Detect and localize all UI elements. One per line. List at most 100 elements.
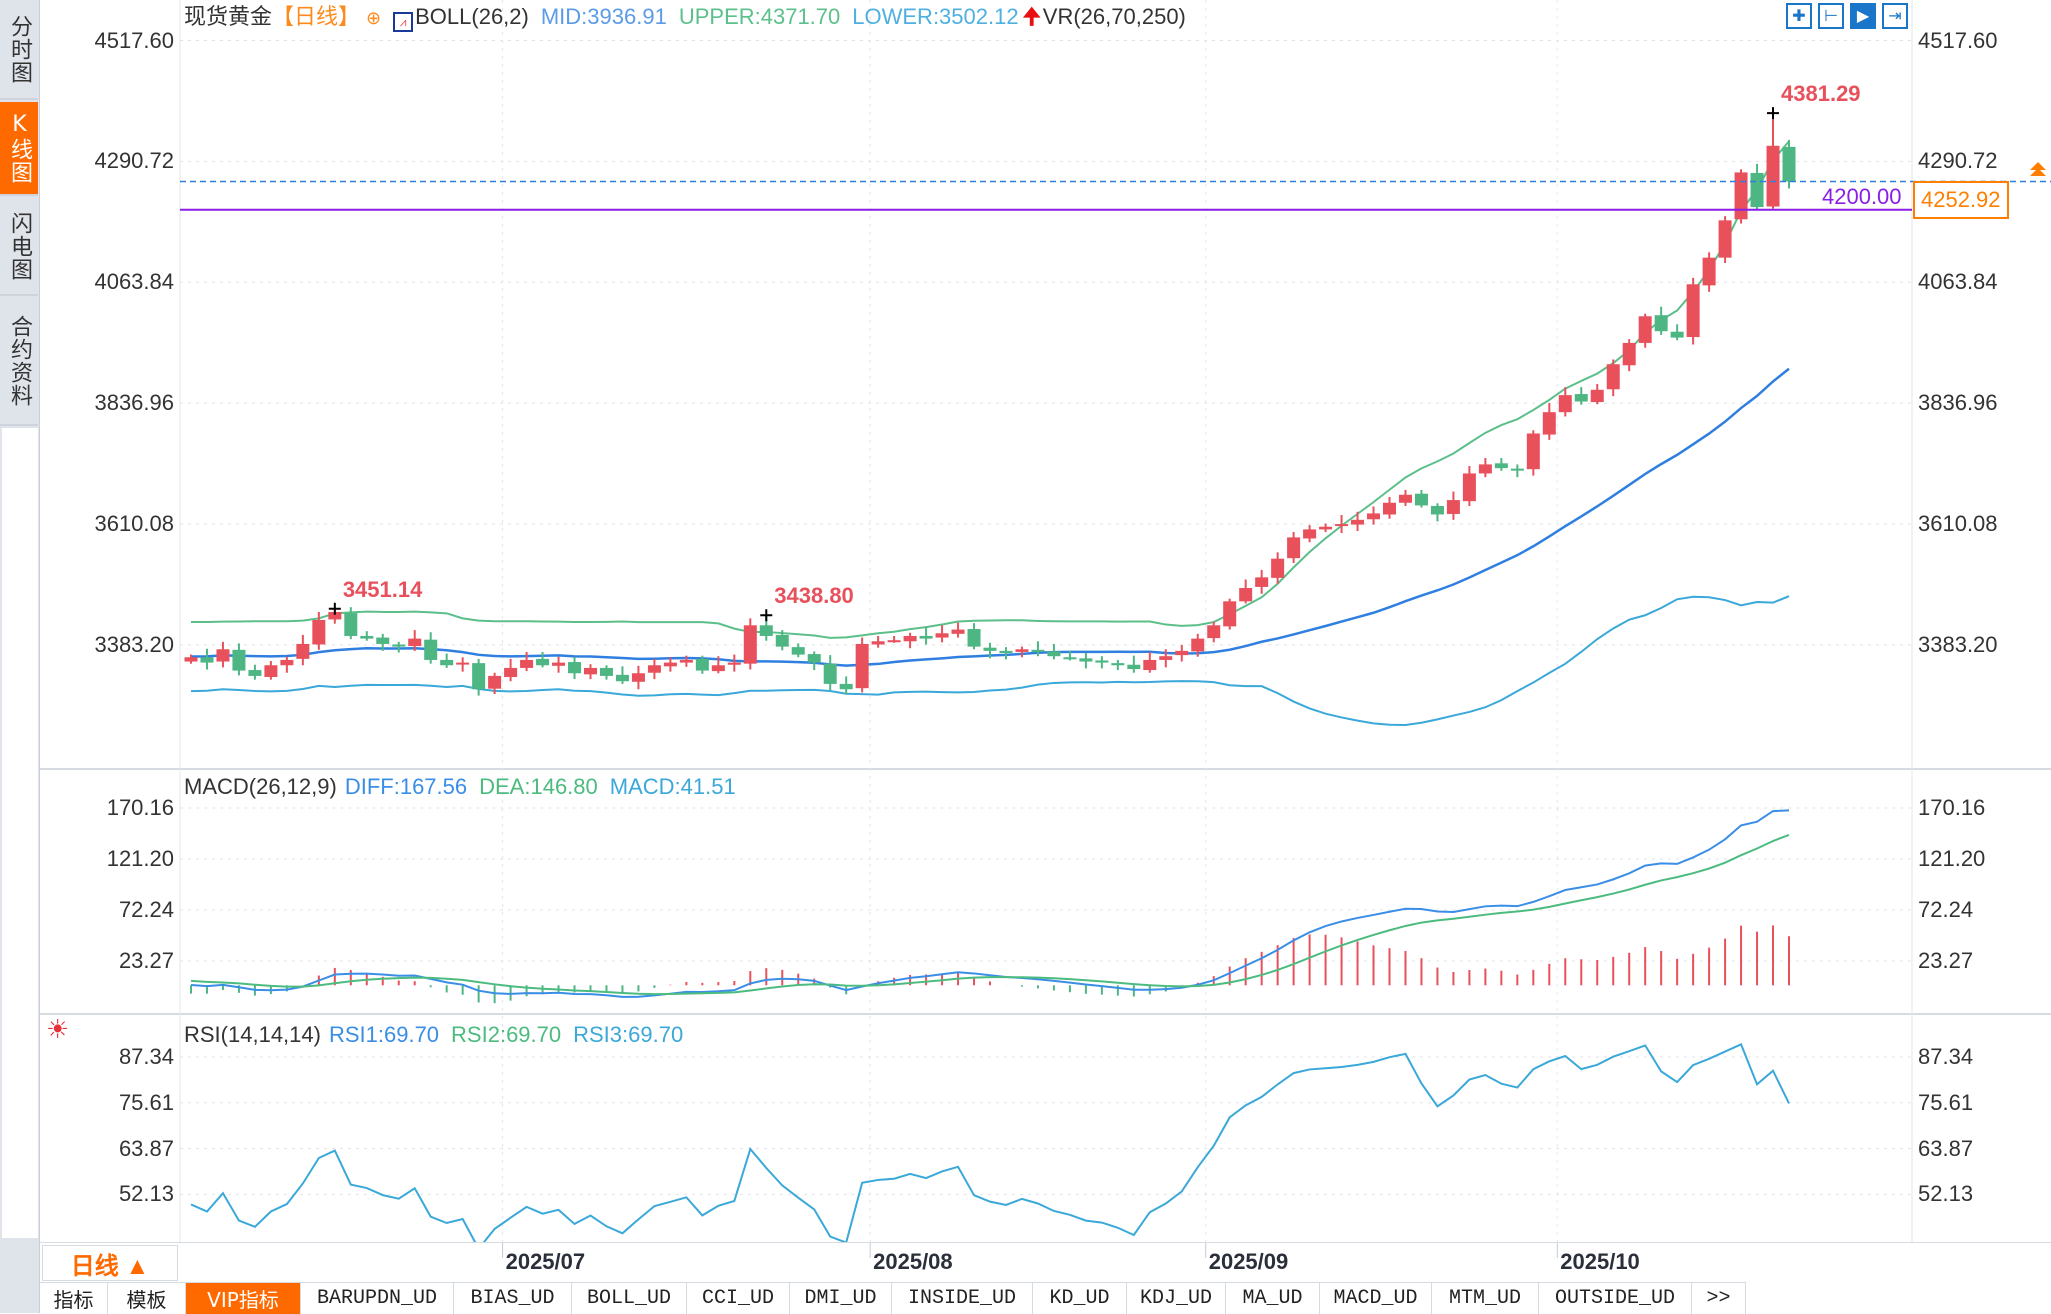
sun-icon[interactable]: ☀ — [46, 1014, 70, 1044]
expand-arrow-icon — [2030, 162, 2046, 176]
candle-body — [1143, 659, 1157, 671]
candle — [504, 658, 518, 682]
candle — [1718, 216, 1732, 263]
candle — [1175, 645, 1189, 662]
rsi-title: RSI(14,14,14) — [184, 1022, 321, 1047]
indicator-tab[interactable]: CCI_UD — [687, 1283, 790, 1314]
candle-body — [1766, 145, 1780, 207]
candle — [1526, 430, 1540, 476]
indicator-tab[interactable]: OUTSIDE_UD — [1539, 1283, 1692, 1314]
candle-body — [759, 625, 773, 636]
candle-body — [1622, 342, 1636, 366]
period-selector[interactable]: 日线 ▲ — [42, 1245, 178, 1281]
candle-body — [1303, 529, 1317, 539]
candle — [248, 664, 262, 680]
main-tick-right: 3383.20 — [1918, 631, 1998, 657]
candle — [584, 664, 597, 680]
candle-body — [456, 662, 470, 665]
candle — [1367, 506, 1381, 525]
candle-body — [791, 647, 805, 655]
candle-body — [727, 662, 741, 665]
macd-tick-left: 23.27 — [118, 948, 174, 974]
indicator-tab[interactable]: MA_UD — [1226, 1283, 1320, 1314]
indicator-tab[interactable]: DMI_UD — [790, 1283, 892, 1314]
candle — [999, 647, 1013, 660]
macd-title: MACD(26,12,9) — [184, 774, 337, 799]
candle-body — [1223, 601, 1237, 627]
candle — [472, 658, 486, 696]
candle-body — [1638, 316, 1652, 343]
indicator-tab[interactable]: VIP指标 — [186, 1283, 301, 1314]
indicator-tab[interactable]: MACD_UD — [1320, 1283, 1432, 1314]
rsi1-value: RSI1:69.70 — [328, 1022, 440, 1047]
indicator-tab[interactable]: KDJ_UD — [1127, 1283, 1226, 1314]
indicator-tab[interactable]: 指标 — [40, 1283, 108, 1314]
indicator-tab[interactable]: KD_UD — [1033, 1283, 1127, 1314]
candle-body — [839, 683, 853, 690]
date-label: 2025/09 — [1208, 1249, 1289, 1274]
indicator-tab[interactable]: BIAS_UD — [454, 1283, 572, 1314]
candle — [1191, 633, 1205, 657]
sidebar-tab-kline[interactable]: K线图 — [0, 102, 38, 196]
sidebar-tab-contract-info[interactable]: 合约资料 — [0, 298, 38, 426]
candle — [807, 651, 821, 671]
candle — [1095, 656, 1109, 669]
settings-icon[interactable]: ⊕ — [366, 8, 382, 28]
candle-body — [1446, 500, 1460, 514]
candle — [1574, 387, 1588, 405]
indicator-tab[interactable]: >> — [1692, 1283, 1746, 1314]
date-label: 2025/07 — [505, 1249, 586, 1274]
candle-body — [1734, 172, 1748, 220]
candle-body — [1367, 513, 1381, 520]
candle-body — [775, 634, 789, 647]
candle-body — [1079, 658, 1093, 662]
indicator-tab[interactable]: MTM_UD — [1432, 1283, 1539, 1314]
candle-body — [1414, 493, 1428, 506]
candle — [296, 634, 310, 666]
indicator-tab[interactable]: 模板 — [108, 1283, 186, 1314]
candle-body — [1095, 660, 1109, 663]
boll-mid: MID:3936.91 — [540, 4, 667, 29]
indicator-tab[interactable]: BARUPDN_UD — [301, 1283, 454, 1314]
candle-body — [1590, 389, 1604, 403]
sidebar-tab-flash[interactable]: 闪电图 — [0, 198, 38, 296]
candle-body — [1526, 433, 1540, 470]
range-icon[interactable]: ⊢ — [1818, 3, 1844, 29]
candle-body — [1207, 625, 1221, 639]
candle-body — [1351, 519, 1365, 525]
candle — [1271, 552, 1285, 584]
candle — [1031, 641, 1045, 657]
play-icon[interactable]: ▶ — [1850, 3, 1876, 29]
candle — [1766, 113, 1780, 209]
candle — [1446, 491, 1460, 520]
candle-body — [1383, 502, 1396, 515]
candle-body — [855, 643, 869, 689]
candle — [1670, 324, 1684, 341]
date-label: 2025/10 — [1560, 1249, 1640, 1274]
candle — [392, 641, 406, 653]
candle — [424, 632, 438, 664]
indicator-tab[interactable]: INSIDE_UD — [892, 1283, 1033, 1314]
candle-body — [1718, 220, 1732, 258]
candle — [871, 635, 885, 648]
sidebar-tab-timeshare[interactable]: 分时图 — [0, 0, 38, 100]
candle-body — [200, 657, 214, 663]
arrow-up-icon[interactable]: 🠉 — [1022, 4, 1041, 29]
period-label: 【日线】 — [272, 4, 361, 29]
candle-body — [280, 659, 294, 666]
candle — [631, 665, 645, 690]
move-right-icon[interactable]: ⇥ — [1882, 3, 1908, 29]
candle — [967, 623, 981, 650]
main-legend: 现货黄金【日线】 ⊕ ⩘ BOLL(26,2) MID:3936.91 UPPER:437… — [184, 4, 1198, 32]
boll-icon[interactable]: ⩘ — [393, 12, 414, 32]
indicator-tab[interactable]: BOLL_UD — [572, 1283, 687, 1314]
main-tick-left: 3383.20 — [94, 631, 174, 657]
high-marker-icon — [328, 602, 341, 615]
candle-body — [1574, 394, 1588, 402]
candle — [1606, 359, 1620, 397]
main-tick-left: 3836.96 — [94, 390, 174, 416]
crosshair-icon[interactable]: ✚ — [1786, 3, 1812, 29]
candle-body — [376, 637, 390, 644]
candle-body — [631, 673, 645, 682]
